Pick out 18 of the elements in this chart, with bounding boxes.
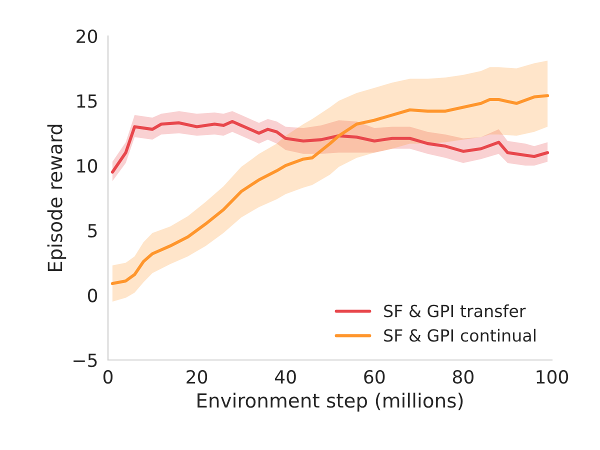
x-tick-label: 100 (536, 370, 568, 384)
x-tick-label: 0 (103, 370, 113, 384)
x-tick-label: 20 (186, 370, 208, 384)
y-axis-title: Episode reward (47, 124, 66, 272)
y-tick-label: 10 (77, 159, 98, 173)
x-tick-label: 80 (452, 370, 474, 384)
legend-label: SF & GPI continual (384, 328, 536, 342)
x-axis-title: Environment step (millions) (198, 392, 463, 412)
y-tick-label: 20 (76, 29, 98, 44)
legend-label: SF & GPI transfer (384, 304, 526, 318)
line-series (110, 120, 550, 174)
y-tick-label: 15 (77, 94, 97, 108)
y-tick-label: 0 (88, 288, 98, 302)
y-tick-label: −5 (74, 354, 97, 368)
x-tick-label: 40 (274, 370, 296, 384)
x-tick-label: 60 (364, 370, 385, 384)
y-tick-label: 5 (88, 224, 97, 238)
line-series (110, 94, 550, 286)
